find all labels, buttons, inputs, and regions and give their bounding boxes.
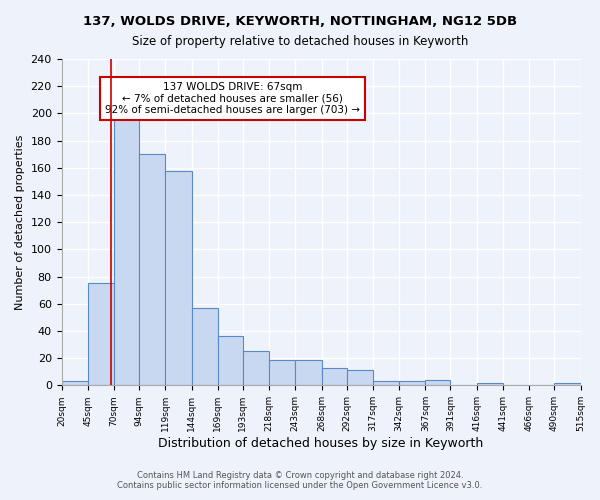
Text: 137, WOLDS DRIVE, KEYWORTH, NOTTINGHAM, NG12 5DB: 137, WOLDS DRIVE, KEYWORTH, NOTTINGHAM, …	[83, 15, 517, 28]
Text: Size of property relative to detached houses in Keyworth: Size of property relative to detached ho…	[132, 35, 468, 48]
Bar	[269, 360, 295, 386]
Bar	[295, 360, 322, 386]
Bar	[114, 118, 139, 386]
Y-axis label: Number of detached properties: Number of detached properties	[15, 134, 25, 310]
Bar	[166, 170, 191, 386]
Bar	[88, 284, 114, 386]
Bar	[399, 382, 425, 386]
Text: 137 WOLDS DRIVE: 67sqm
← 7% of detached houses are smaller (56)
92% of semi-deta: 137 WOLDS DRIVE: 67sqm ← 7% of detached …	[105, 82, 360, 115]
Bar	[62, 382, 88, 386]
Bar	[218, 336, 243, 386]
Bar	[139, 154, 166, 386]
Bar	[322, 368, 347, 386]
Bar	[373, 382, 399, 386]
X-axis label: Distribution of detached houses by size in Keyworth: Distribution of detached houses by size …	[158, 437, 484, 450]
Text: Contains HM Land Registry data © Crown copyright and database right 2024.
Contai: Contains HM Land Registry data © Crown c…	[118, 470, 482, 490]
Bar	[191, 308, 218, 386]
Bar	[243, 352, 269, 386]
Bar	[425, 380, 451, 386]
Bar	[347, 370, 373, 386]
Bar	[477, 382, 503, 386]
Bar	[554, 382, 581, 386]
